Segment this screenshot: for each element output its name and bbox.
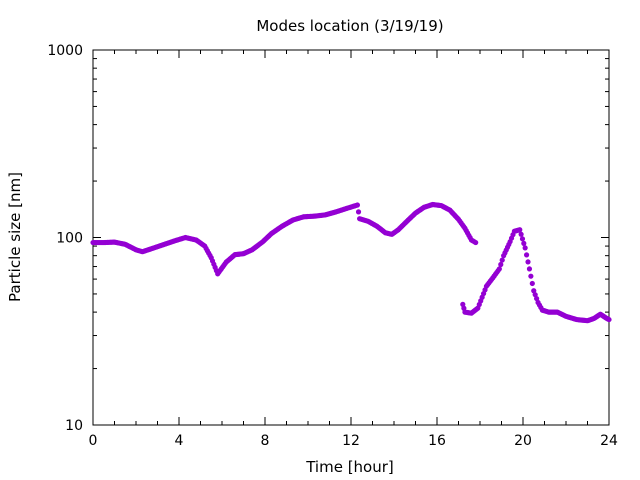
x-tick-label: 24 [600, 433, 618, 449]
axis-ticks [92, 49, 610, 426]
data-point [526, 266, 533, 272]
data-point [473, 239, 479, 246]
data-point [525, 259, 531, 265]
data-point [532, 292, 538, 298]
y-tick-label: 1000 [47, 43, 83, 59]
data-point [529, 280, 535, 287]
data-point [518, 231, 524, 237]
chart-title: Modes location (3/19/19) [256, 17, 443, 35]
data-point [606, 316, 612, 323]
data-point [517, 227, 523, 233]
x-tick-labels: 0 4 8 12 16 20 24 [89, 433, 618, 449]
data-point [528, 273, 534, 279]
plot-frame [92, 49, 610, 426]
data-point [521, 240, 527, 246]
x-tick-label: 12 [342, 433, 360, 449]
data-point [498, 261, 504, 268]
x-axis-label: Time [hour] [305, 458, 394, 476]
y-tick-labels: 10 100 1000 [47, 43, 83, 434]
x-tick-label: 0 [89, 433, 98, 449]
data-point [523, 252, 530, 258]
data-point [496, 266, 502, 272]
data-point [534, 295, 540, 302]
x-tick-label: 20 [514, 433, 532, 449]
data-point [522, 245, 528, 251]
data-points [90, 201, 612, 324]
data-point [354, 202, 361, 208]
x-tick-label: 8 [261, 433, 270, 449]
x-tick-label: 4 [175, 433, 184, 449]
x-tick-label: 16 [428, 433, 446, 449]
data-point [355, 209, 362, 215]
data-point [531, 288, 537, 294]
data-point [519, 236, 526, 242]
y-tick-label: 100 [56, 231, 83, 247]
y-tick-label: 10 [65, 418, 83, 434]
y-axis-label: Particle size [nm] [6, 172, 24, 302]
data-point [499, 257, 505, 263]
